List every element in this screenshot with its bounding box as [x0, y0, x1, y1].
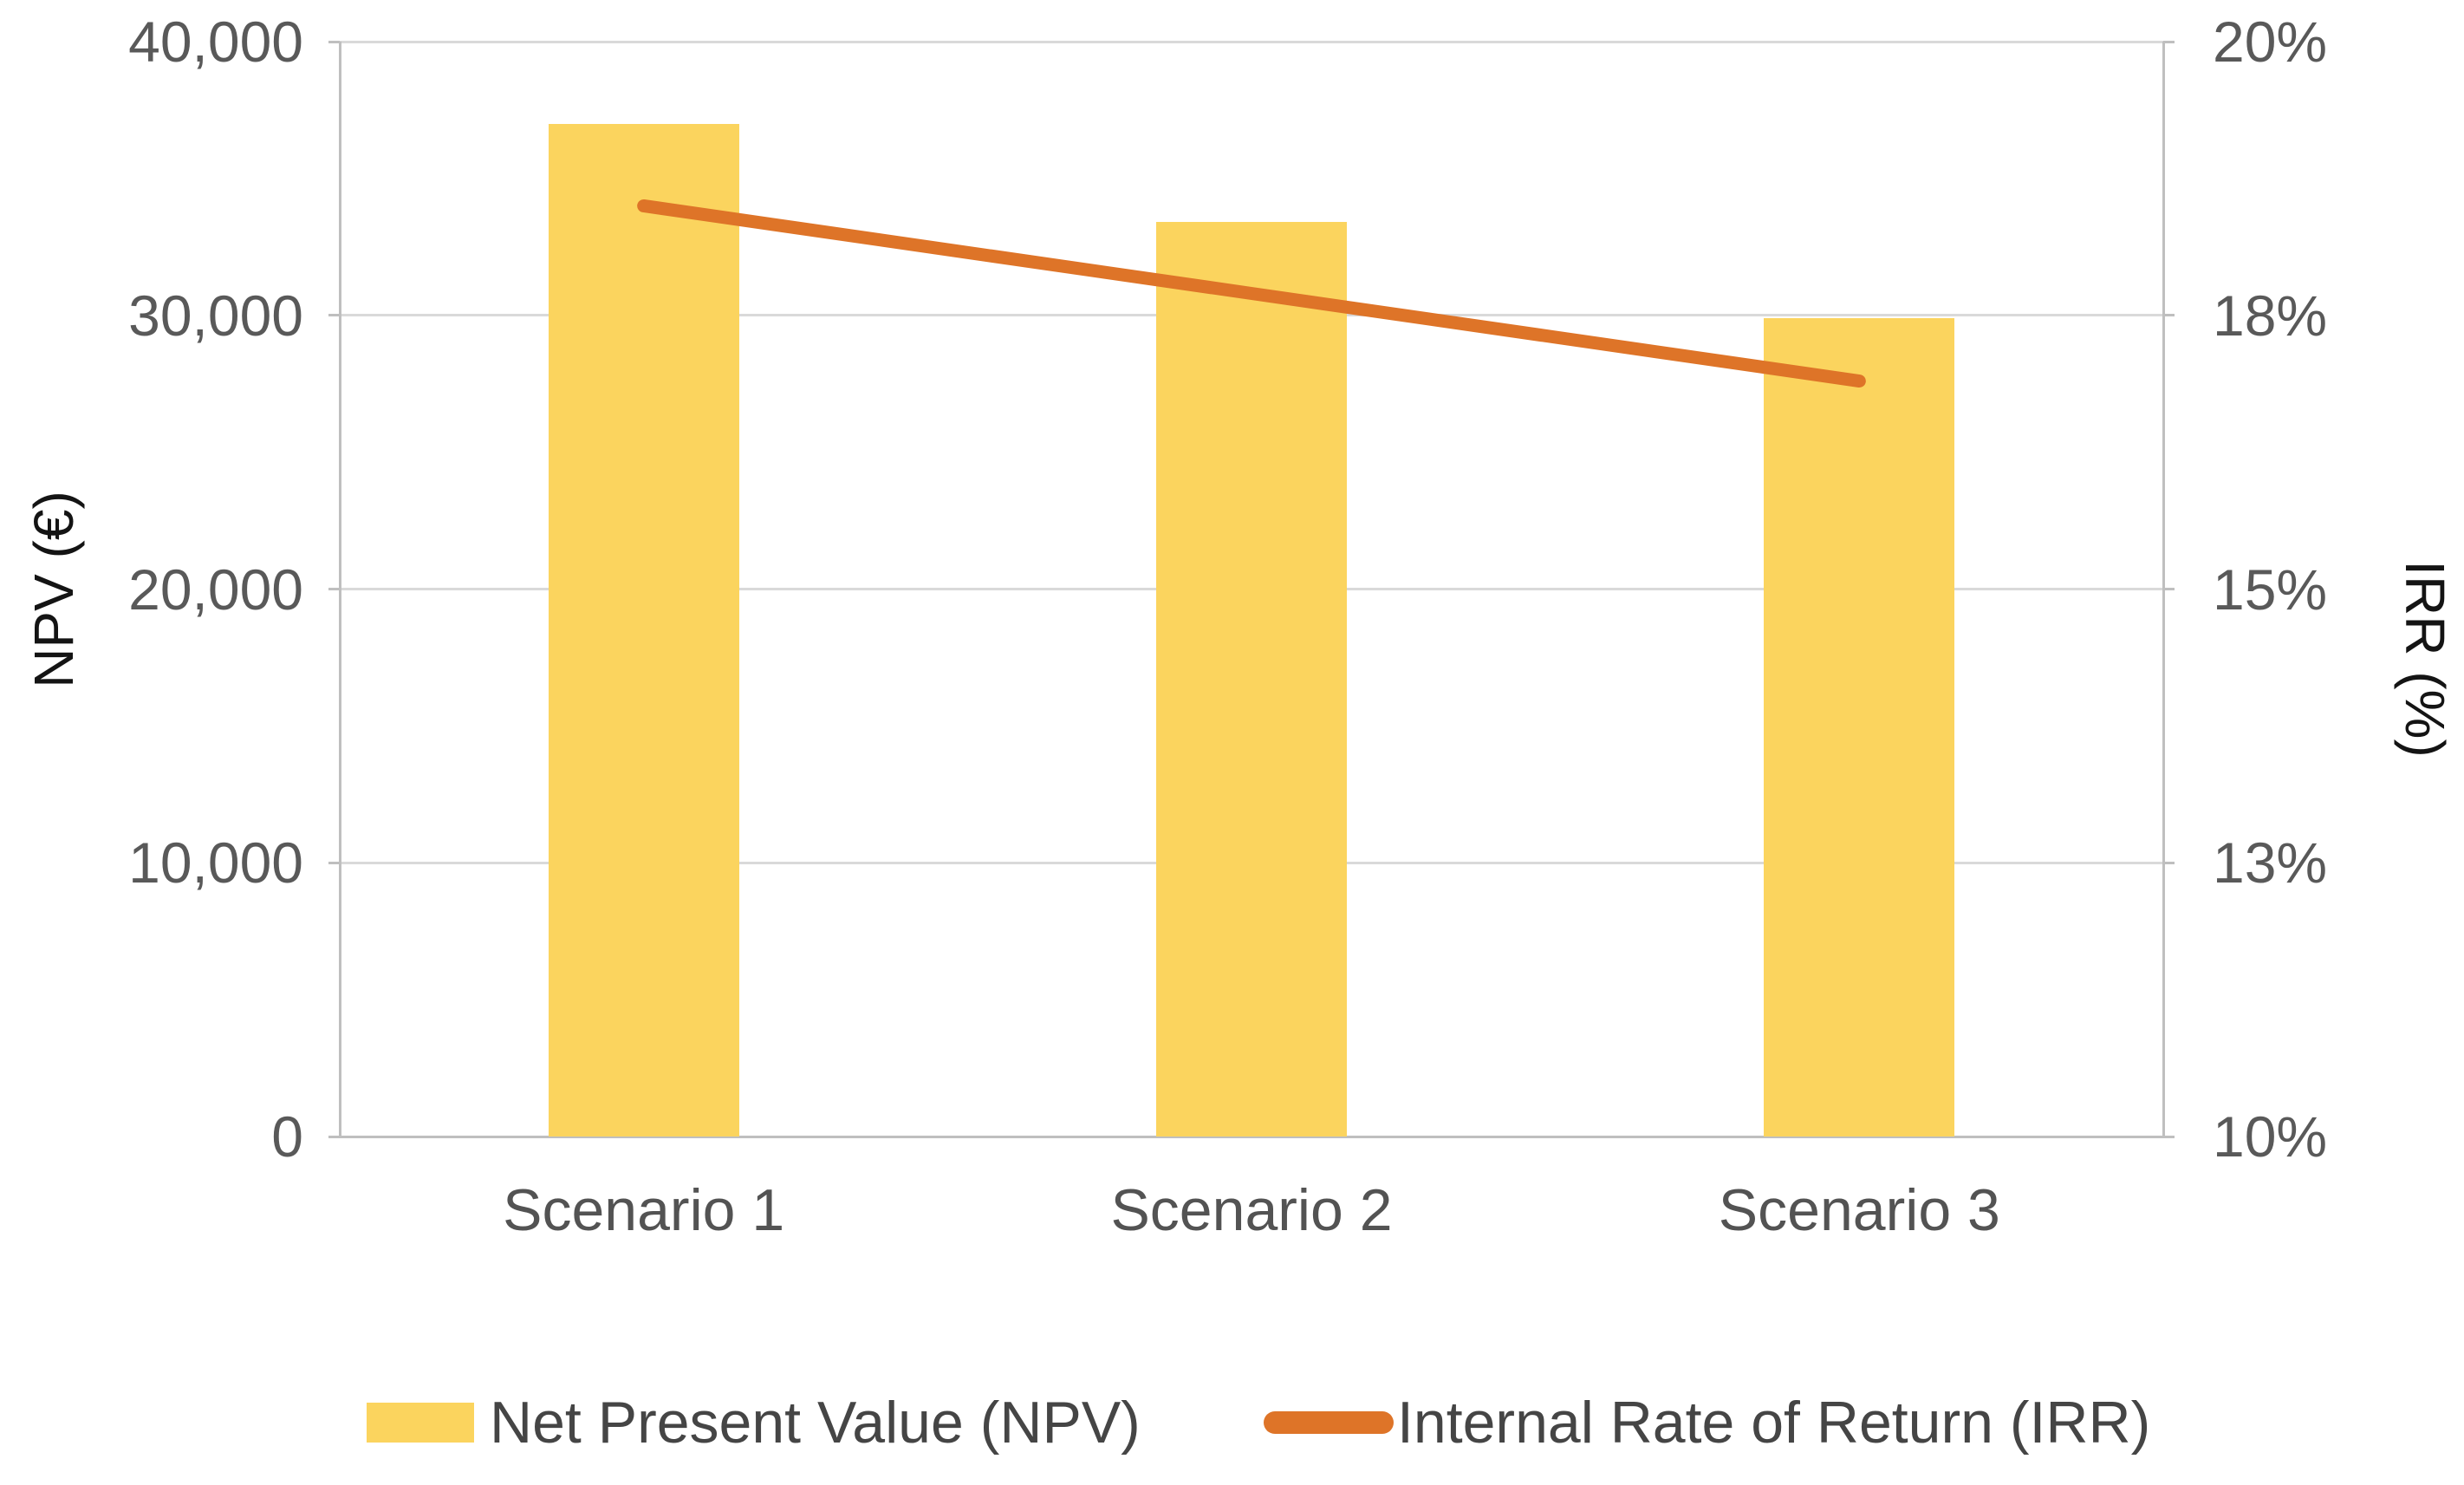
left-axis-tick-label: 10,000 — [128, 830, 303, 896]
right-axis-tick-label: 18% — [2213, 283, 2328, 348]
right-axis-tick-mark — [2163, 861, 2175, 864]
npv-bar-scenario-3 — [1764, 317, 1955, 1137]
legend-label-npv: Net Present Value (NPV) — [490, 1390, 1141, 1456]
left-axis-tick-label: 20,000 — [128, 557, 303, 622]
left-axis-tick-mark — [328, 861, 340, 864]
irr-line-swatch-icon — [1264, 1411, 1394, 1434]
right-axis-tick-mark — [2163, 40, 2175, 43]
irr-line-series — [637, 199, 1866, 388]
legend-label-irr: Internal Rate of Return (IRR) — [1397, 1390, 2151, 1456]
x-axis-line — [340, 1135, 2163, 1138]
left-axis-tick-mark — [328, 40, 340, 43]
right-axis-title: IRR (%) — [2394, 560, 2456, 758]
npv-bar-swatch-icon — [367, 1403, 474, 1443]
right-axis-tick-label: 10% — [2213, 1104, 2328, 1169]
left-axis-tick-label: 0 — [271, 1104, 303, 1169]
gridline — [340, 40, 2163, 43]
left-axis-tick-mark — [328, 314, 340, 317]
legend: Net Present Value (NPV) Internal Rate of… — [0, 1384, 2464, 1462]
right-axis-tick-label: 15% — [2213, 557, 2328, 622]
plot-left-border — [338, 42, 341, 1137]
category-label-2: Scenario 2 — [1110, 1177, 1393, 1243]
right-axis-tick-label: 13% — [2213, 830, 2328, 896]
npv-bar-scenario-2 — [1156, 222, 1347, 1137]
left-axis-title: NPV (€) — [23, 490, 85, 688]
right-axis-tick-mark — [2163, 314, 2175, 317]
right-axis-tick-mark — [2163, 588, 2175, 590]
left-axis-tick-mark — [328, 588, 340, 590]
category-label-3: Scenario 3 — [1718, 1177, 2000, 1243]
left-axis-tick-label: 40,000 — [128, 10, 303, 74]
plot-right-border — [2162, 42, 2165, 1137]
left-axis-tick-mark — [328, 1135, 340, 1138]
npv-bar-scenario-1 — [548, 123, 739, 1137]
legend-entry-npv: Net Present Value (NPV) — [367, 1384, 1141, 1462]
category-label-1: Scenario 1 — [503, 1177, 785, 1243]
right-axis-tick-label: 20% — [2213, 10, 2328, 74]
legend-entry-irr: Internal Rate of Return (IRR) — [1264, 1384, 2150, 1462]
right-axis-tick-mark — [2163, 1135, 2175, 1138]
left-axis-tick-label: 30,000 — [128, 283, 303, 348]
